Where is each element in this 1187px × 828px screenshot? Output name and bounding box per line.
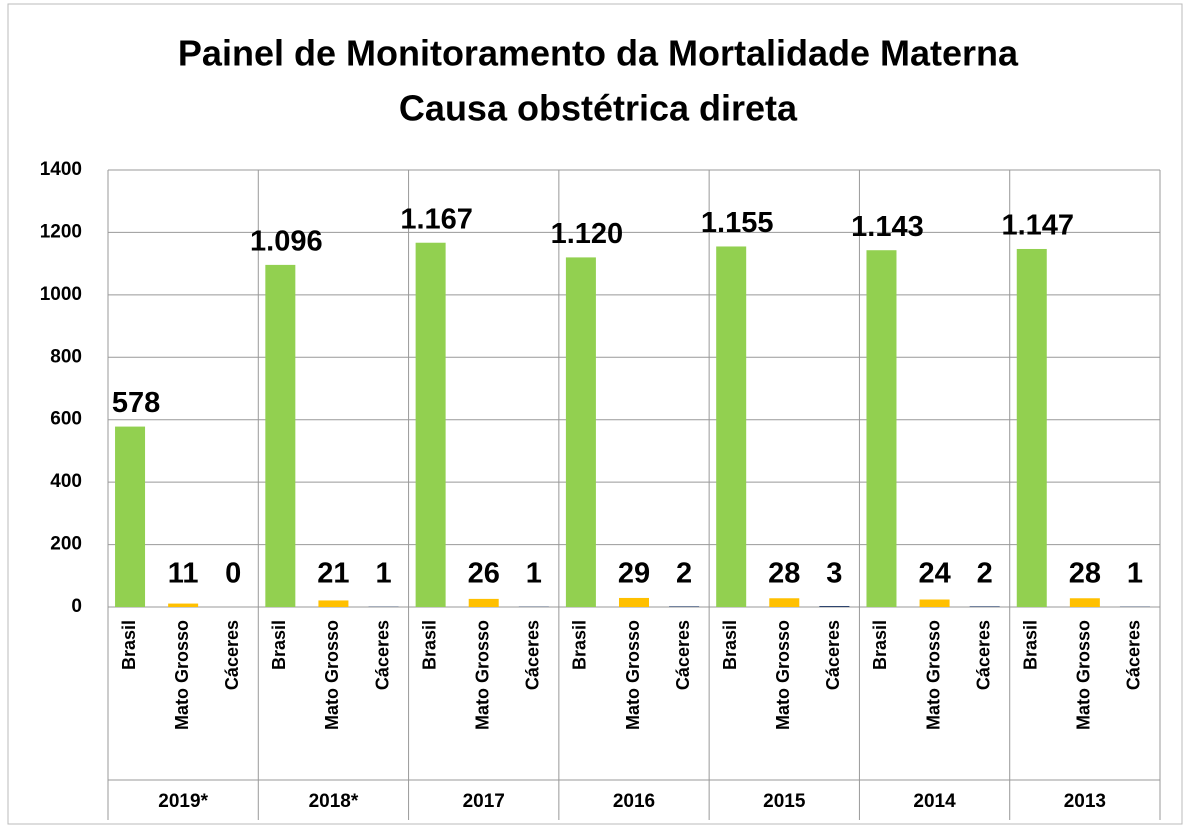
data-label: 11	[168, 558, 199, 590]
data-label: 3	[826, 558, 842, 590]
data-label: 1.147	[1001, 210, 1074, 242]
data-label: 578	[112, 387, 160, 419]
data-label: 1.155	[701, 207, 774, 239]
bar	[619, 597, 649, 607]
x-tick-label: Cáceres	[823, 620, 843, 690]
y-tick-label: 1200	[40, 221, 82, 242]
data-label: 1.143	[851, 211, 924, 243]
y-tick-label: 800	[50, 346, 82, 367]
bar	[1016, 248, 1047, 607]
y-tick-label: 1400	[40, 159, 82, 180]
group-label: 2017	[463, 791, 505, 812]
x-tick-label: Mato Grosso	[472, 620, 492, 730]
x-tick-label: Mato Grosso	[623, 620, 643, 730]
chart-title: Painel de Monitoramento da Mortalidade M…	[178, 33, 1019, 74]
data-label: 0	[225, 558, 241, 590]
bar	[415, 242, 446, 607]
data-label: 21	[317, 558, 349, 590]
bar	[318, 600, 349, 607]
data-label: 1	[375, 558, 391, 590]
bar	[716, 246, 747, 607]
x-tick-label: Brasil	[119, 620, 139, 670]
data-label: 1.167	[400, 203, 473, 235]
x-tick-label: Brasil	[870, 620, 890, 670]
bar	[565, 257, 596, 607]
x-tick-label: Brasil	[1021, 620, 1041, 670]
x-tick-label: Brasil	[419, 620, 439, 670]
x-tick-label: Mato Grosso	[923, 620, 943, 730]
x-tick-label: Brasil	[720, 620, 740, 670]
y-tick-label: 200	[50, 534, 82, 555]
data-label: 1.096	[250, 226, 323, 258]
x-tick-label: Cáceres	[222, 620, 242, 690]
bar	[669, 606, 700, 607]
group-label: 2016	[613, 791, 655, 812]
bar	[866, 250, 897, 608]
data-label: 2	[676, 558, 692, 590]
group-label: 2015	[763, 791, 806, 812]
bar	[819, 606, 850, 607]
bar	[919, 599, 950, 607]
data-label: 28	[1069, 558, 1101, 590]
x-tick-label: Mato Grosso	[322, 620, 342, 730]
data-label: 2	[977, 558, 993, 590]
x-tick-label: Mato Grosso	[1074, 620, 1094, 730]
data-label: 28	[768, 558, 800, 590]
bar	[969, 606, 1000, 607]
group-label: 2018*	[309, 791, 359, 812]
bar	[769, 598, 800, 607]
data-label: 24	[918, 558, 950, 590]
x-tick-label: Cáceres	[523, 620, 543, 690]
data-label: 1.120	[551, 218, 624, 250]
data-label: 1	[526, 558, 542, 590]
data-label: 26	[468, 558, 500, 590]
x-tick-label: Brasil	[269, 620, 289, 670]
group-label: 2013	[1064, 791, 1106, 812]
x-tick-label: Mato Grosso	[172, 620, 192, 730]
data-label: 29	[618, 558, 650, 590]
y-tick-label: 600	[50, 409, 82, 430]
bar	[115, 426, 146, 607]
bar	[168, 603, 199, 607]
x-tick-label: Cáceres	[673, 620, 693, 690]
group-label: 2014	[913, 791, 956, 812]
x-tick-label: Brasil	[570, 620, 590, 670]
group-label: 2019*	[158, 791, 208, 812]
chart-subtitle: Causa obstétrica direta	[399, 88, 798, 129]
data-label: 1	[1127, 558, 1143, 590]
bar	[468, 598, 499, 607]
y-tick-label: 400	[50, 471, 82, 492]
x-tick-label: Cáceres	[372, 620, 392, 690]
x-tick-label: Cáceres	[973, 620, 993, 690]
x-tick-label: Mato Grosso	[773, 620, 793, 730]
x-tick-label: Cáceres	[1124, 620, 1144, 690]
y-tick-label: 1000	[40, 284, 82, 305]
bar	[265, 264, 296, 607]
bar	[1069, 598, 1100, 607]
y-tick-label: 0	[71, 596, 82, 617]
